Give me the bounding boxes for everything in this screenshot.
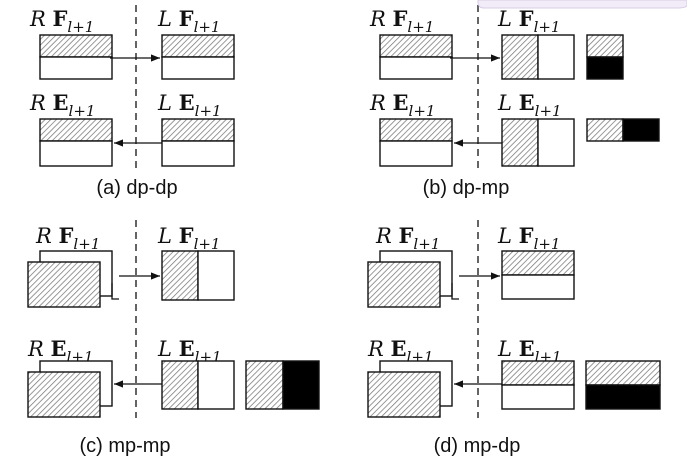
label-r-f: R Fl+1 <box>369 6 434 36</box>
label-l-f: L Fl+1 <box>157 6 220 36</box>
matrix-l-f <box>501 34 575 80</box>
caption: (c) mp-mp <box>79 435 170 457</box>
matrix-r-e <box>39 118 113 167</box>
label-l-e: L El+1 <box>497 336 562 366</box>
matrix-l-f <box>161 250 235 301</box>
buffer-f <box>586 34 624 80</box>
caption: (a) dp-dp <box>96 177 177 199</box>
matrix-r-f <box>27 250 113 308</box>
buffer-e <box>585 360 661 410</box>
matrix-r-e <box>379 118 453 167</box>
matrix-l-e <box>161 118 235 167</box>
label-l-f: L Fl+1 <box>157 223 220 253</box>
label-r-f: R Fl+1 <box>375 223 440 253</box>
panel-dp-mp: R Fl+1 L Fl+1 R El+1 L El+1 <box>369 5 660 199</box>
caption: (b) dp-mp <box>423 177 510 199</box>
connector-f <box>451 283 459 300</box>
matrix-l-e <box>501 118 575 167</box>
matrix-r-e <box>367 360 453 418</box>
label-l-e: L El+1 <box>157 90 222 120</box>
matrix-l-f <box>161 34 235 80</box>
matrix-r-e <box>27 360 113 418</box>
matrix-r-f <box>39 34 113 80</box>
label-r-e: R El+1 <box>369 90 435 120</box>
label-r-f: R Fl+1 <box>29 6 94 36</box>
label-l-e: L El+1 <box>497 90 562 120</box>
label-l-f: L Fl+1 <box>497 223 560 253</box>
panel-mp-dp: R Fl+1 L Fl+1 R El+1 L El+1 (d) mp <box>367 220 661 457</box>
buffer-e <box>586 118 660 142</box>
caption: (d) mp-dp <box>434 435 521 457</box>
connector-f <box>111 283 119 300</box>
label-l-f: L Fl+1 <box>497 6 560 36</box>
corner-decoration <box>477 0 687 9</box>
label-r-e: R El+1 <box>367 336 433 366</box>
panel-mp-mp: R Fl+1 L Fl+1 R El+1 L El+1 (c) mp <box>27 220 320 457</box>
label-r-e: R El+1 <box>29 90 95 120</box>
matrix-l-e <box>501 360 575 410</box>
buffer-e <box>245 360 320 410</box>
panel-dp-dp: R Fl+1 L Fl+1 R El+1 L El+1 (a) dp-dp <box>29 5 235 199</box>
matrix-l-e <box>161 360 235 410</box>
matrix-l-f <box>501 250 575 300</box>
matrix-r-f <box>367 250 453 308</box>
label-r-f: R Fl+1 <box>35 223 100 253</box>
matrix-r-f <box>379 34 453 80</box>
